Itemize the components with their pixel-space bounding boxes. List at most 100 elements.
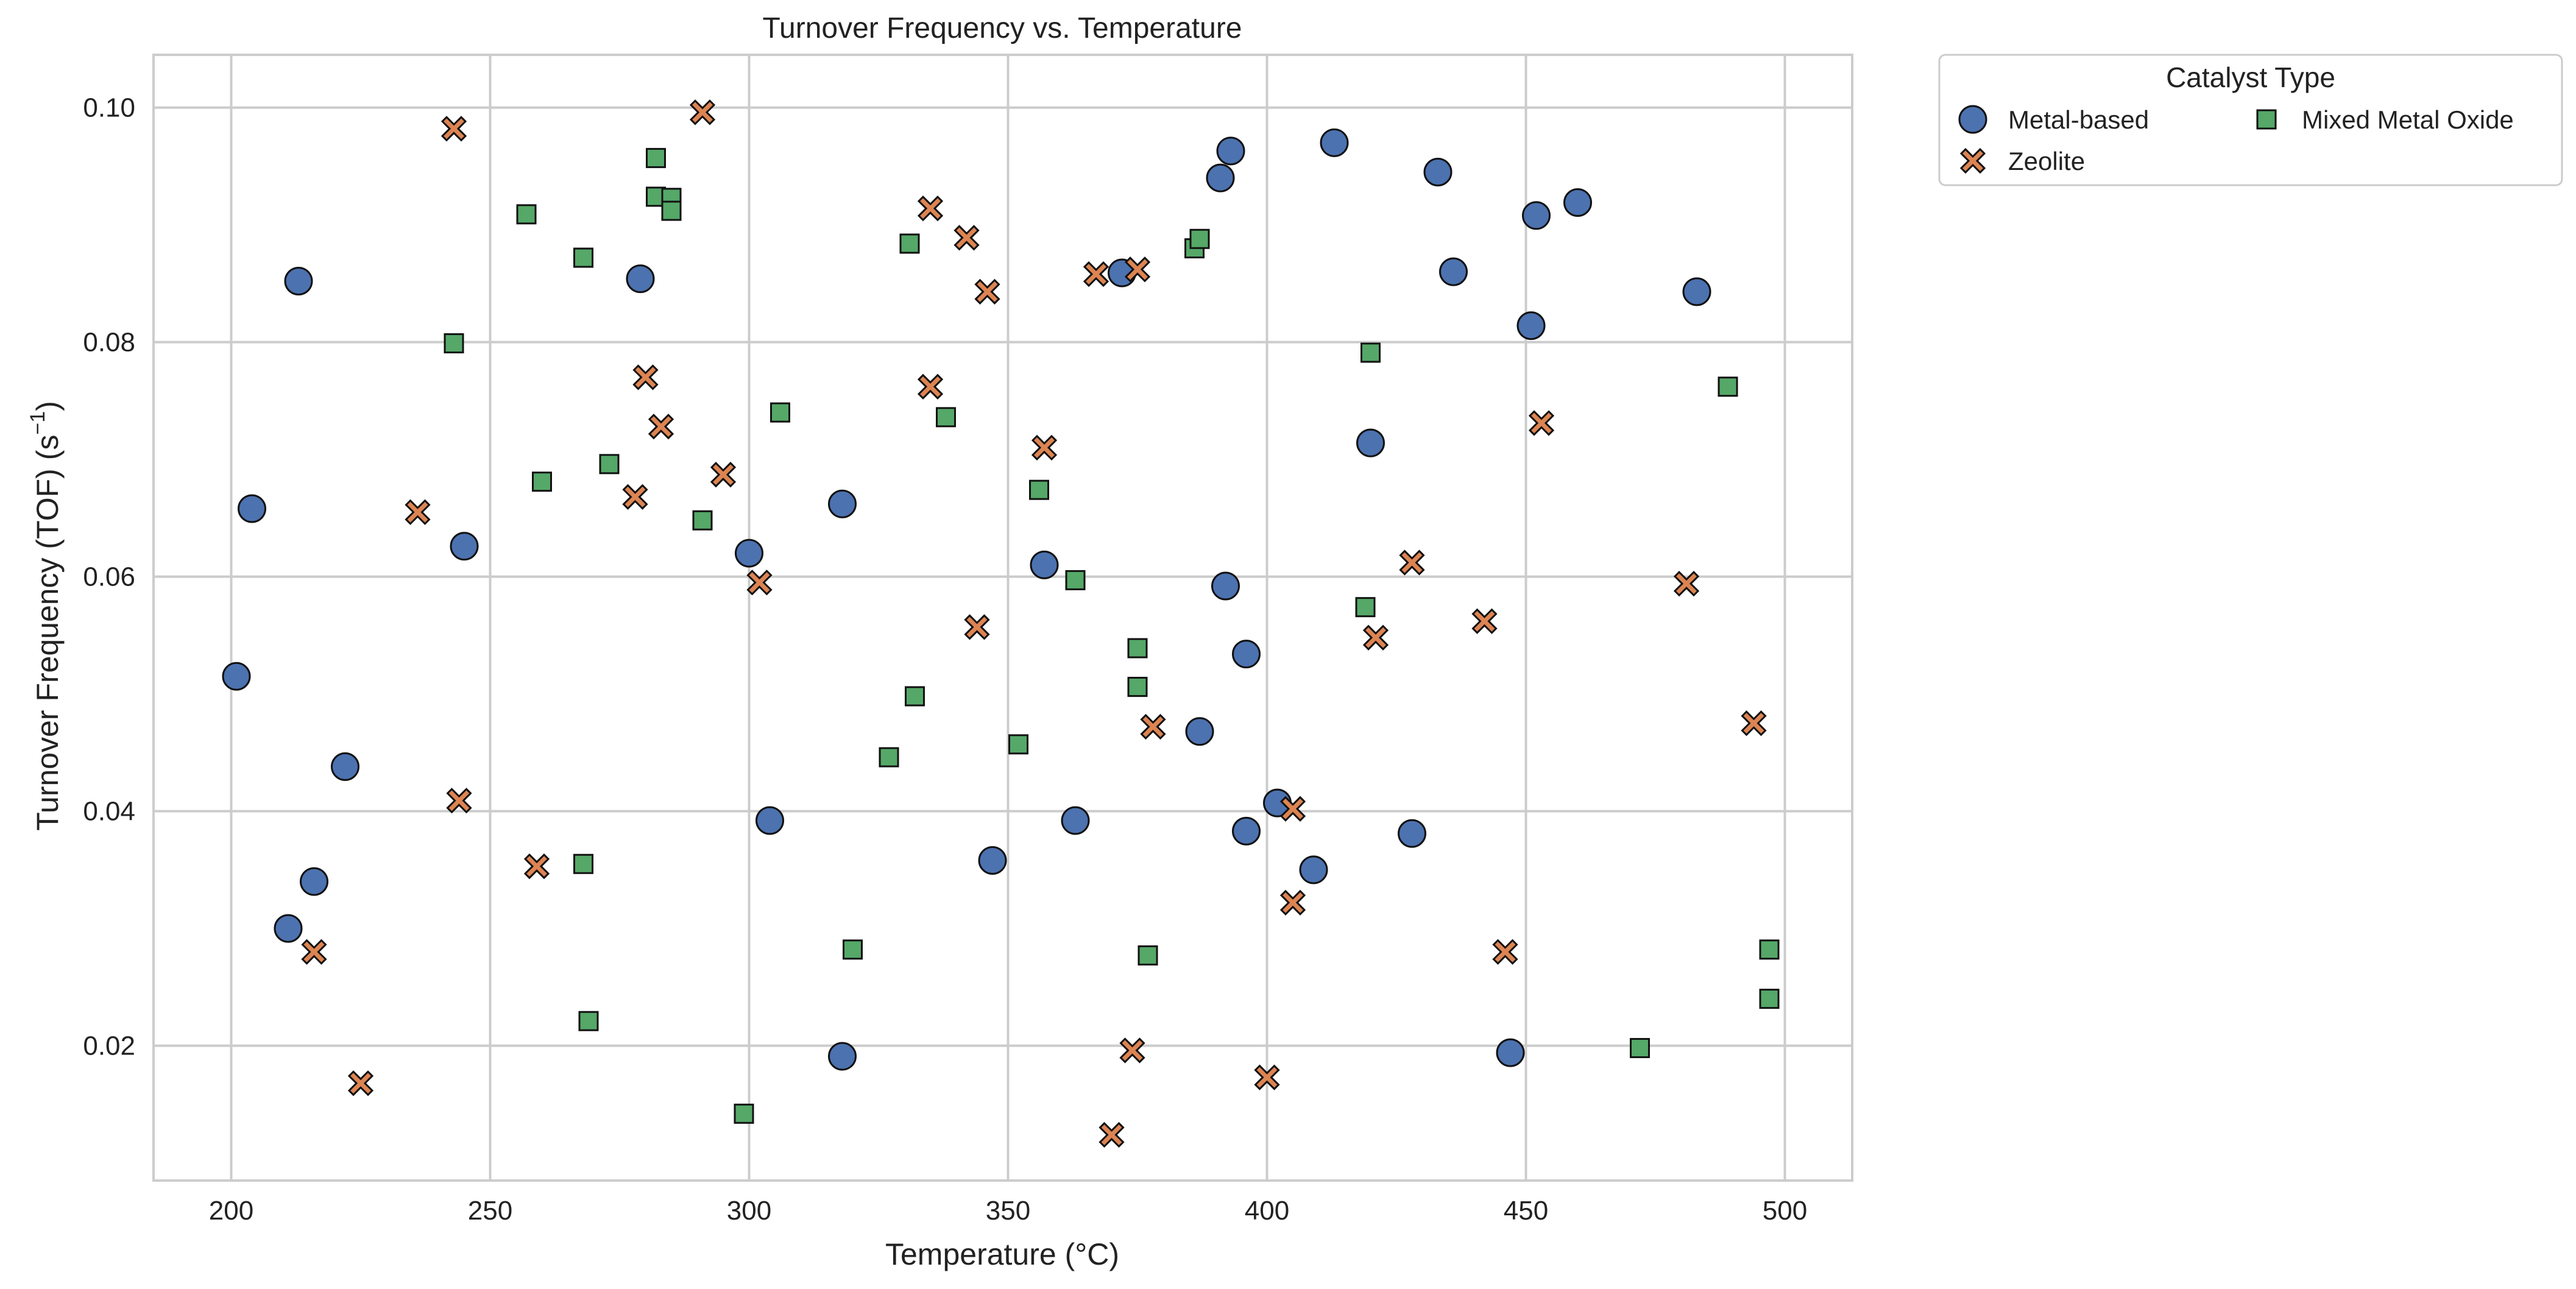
- data-point: [1361, 342, 1381, 363]
- data-point: [828, 1042, 857, 1071]
- data-point: [1759, 989, 1780, 1009]
- legend-marker: [1958, 105, 1987, 134]
- data-point: [974, 278, 1000, 305]
- data-point: [632, 364, 659, 390]
- data-points: [222, 99, 1780, 1148]
- data-point: [828, 489, 857, 518]
- data-point: [964, 614, 990, 640]
- x-axis-label: Temperature (°C): [885, 1237, 1119, 1271]
- legend-label: Metal-based: [2008, 105, 2149, 134]
- data-point: [1279, 796, 1306, 822]
- series-2: [444, 147, 1780, 1124]
- data-point: [879, 747, 899, 768]
- data-point: [573, 853, 593, 874]
- data-point: [626, 264, 655, 294]
- data-point: [936, 407, 956, 428]
- y-axis-label-main: Turnover Frequency (TOF) (s: [30, 435, 65, 831]
- data-point: [1398, 819, 1426, 848]
- data-point: [1232, 816, 1261, 846]
- data-point: [1682, 277, 1711, 306]
- data-point: [599, 454, 620, 475]
- legend-label: Zeolite: [2008, 147, 2085, 175]
- data-point: [446, 788, 472, 814]
- data-point: [1029, 479, 1049, 500]
- x-tick-label: 250: [468, 1196, 512, 1226]
- data-point: [1119, 1037, 1145, 1064]
- data-point: [284, 267, 313, 296]
- plot-frame: [152, 54, 1853, 1182]
- data-point: [1127, 677, 1148, 697]
- data-point: [905, 686, 925, 707]
- data-point: [1492, 939, 1518, 965]
- data-point: [1355, 597, 1376, 618]
- data-point: [1320, 128, 1349, 157]
- y-axis-ticks: 0.02 0.04 0.06 0.08 0.10: [83, 93, 135, 1061]
- legend-label: Mixed Metal Oxide: [2302, 105, 2514, 134]
- series-0: [222, 128, 1711, 1071]
- y-tick-label: 0.02: [83, 1031, 135, 1061]
- data-point: [770, 402, 790, 423]
- data-point: [746, 570, 773, 596]
- data-point: [1008, 734, 1028, 755]
- data-point: [735, 539, 763, 568]
- data-point: [917, 196, 944, 222]
- data-point: [1140, 713, 1166, 740]
- x-tick-label: 200: [209, 1196, 253, 1226]
- y-tick-label: 0.10: [83, 93, 135, 123]
- data-point: [1528, 410, 1555, 436]
- chart-title: Turnover Frequency vs. Temperature: [762, 12, 1242, 44]
- data-point: [1065, 570, 1086, 590]
- data-point: [843, 939, 863, 960]
- data-point: [1206, 163, 1235, 192]
- data-point: [1356, 428, 1385, 457]
- data-point: [1030, 550, 1059, 579]
- data-point: [1516, 311, 1546, 341]
- data-point: [622, 484, 648, 510]
- data-point: [710, 462, 737, 488]
- series-1: [301, 99, 1767, 1148]
- data-point: [661, 200, 682, 221]
- legend-title: Catalyst Type: [2166, 62, 2335, 93]
- data-point: [1031, 434, 1058, 461]
- data-point: [1718, 376, 1738, 397]
- x-tick-label: 450: [1504, 1196, 1548, 1226]
- data-point: [1099, 1121, 1125, 1148]
- data-point: [1630, 1037, 1650, 1058]
- data-point: [1563, 188, 1592, 217]
- y-axis-label-superscript: −1: [26, 411, 49, 435]
- data-point: [1211, 571, 1240, 601]
- data-point: [331, 752, 359, 781]
- data-point: [274, 914, 303, 943]
- data-point: [405, 499, 431, 525]
- data-point: [523, 853, 550, 880]
- grid-lines: [154, 55, 1852, 1181]
- data-point: [917, 373, 944, 400]
- data-point: [347, 1070, 374, 1097]
- data-point: [648, 414, 674, 440]
- data-point: [444, 333, 464, 354]
- y-axis-label-end: ): [30, 401, 65, 411]
- data-point: [1124, 256, 1151, 283]
- data-point: [1185, 717, 1214, 746]
- x-tick-label: 350: [986, 1196, 1030, 1226]
- data-point: [578, 1011, 599, 1031]
- data-point: [1216, 136, 1245, 166]
- data-point: [1061, 806, 1090, 835]
- data-point: [954, 225, 980, 251]
- y-tick-label: 0.08: [83, 328, 135, 358]
- data-point: [532, 471, 552, 492]
- x-tick-label: 500: [1763, 1196, 1807, 1226]
- y-tick-label: 0.06: [83, 562, 135, 592]
- data-point: [1423, 158, 1453, 186]
- data-point: [441, 116, 467, 142]
- data-point: [1232, 640, 1261, 669]
- data-point: [1362, 624, 1389, 651]
- data-point: [1254, 1064, 1280, 1090]
- data-point: [450, 532, 479, 561]
- legend-marker: [2256, 109, 2277, 130]
- data-point: [692, 510, 713, 531]
- legend-box: [1938, 54, 2563, 186]
- data-point: [689, 99, 716, 125]
- legend-marker: [1959, 147, 1986, 174]
